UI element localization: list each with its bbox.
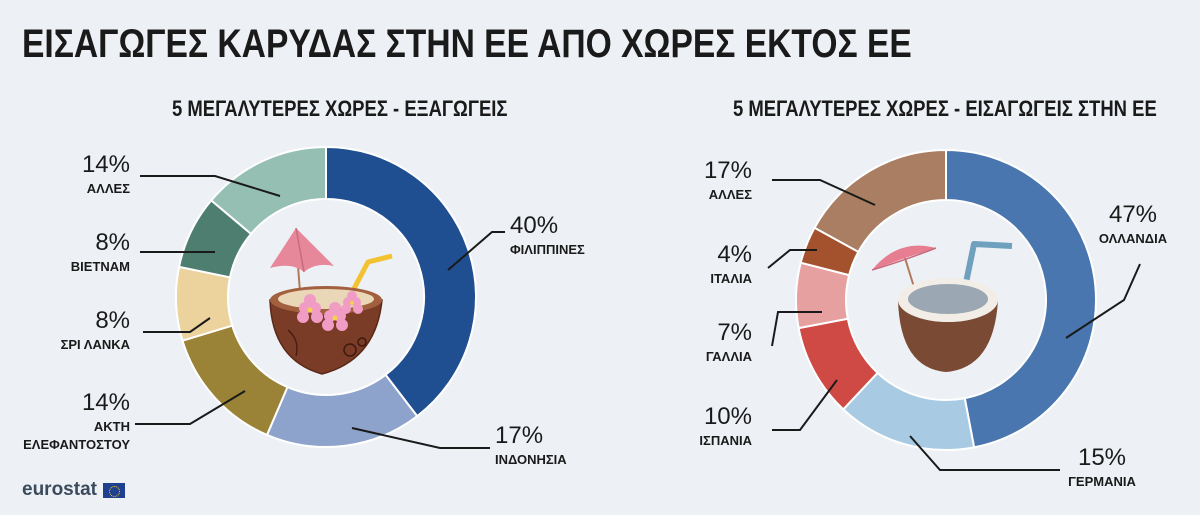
- pct-label-exports-σρι-λανκα: 8%: [95, 307, 130, 334]
- category-label-exports-ακτη-ελεφαντοστου: ΑΚΤΗ: [94, 419, 130, 434]
- category-label-imports-ισπανια: ΙΣΠΑΝΙΑ: [699, 433, 752, 448]
- donut-chart-exports: [175, 145, 477, 448]
- pct-label-exports-ινδονησια: 17%: [495, 422, 543, 449]
- category-label-imports-ιταλια: ΙΤΑΛΙΑ: [710, 271, 752, 286]
- page-title: ΕΙΣΑΓΩΓΕΣ ΚΑΡΥΔΑΣ ΣΤΗΝ ΕΕ ΑΠΟ ΧΩΡΕΣ ΕΚΤΟ…: [22, 22, 912, 66]
- category-label-imports-αλλες: ΑΛΛΕΣ: [709, 187, 752, 202]
- pct-label-exports-αλλες: 14%: [82, 151, 130, 178]
- footer: eurostat: [22, 479, 125, 501]
- coconut-drink-with-umbrella-icon: [871, 241, 1013, 372]
- category-label-imports-γαλλια: ΓΑΛΛΙΑ: [706, 349, 753, 364]
- leader-line-exports-ινδονησια: [351, 427, 490, 449]
- leader-line-exports-αλλες: [140, 175, 281, 197]
- pct-label-imports-γερμανια: 15%: [1078, 444, 1126, 471]
- category-label-exports-ινδονησια: ΙΝΔΟΝΗΣΙΑ: [495, 452, 567, 467]
- pct-label-exports-φιλιππινες: 40%: [510, 212, 558, 239]
- leader-line-imports-ολλανδια: [1065, 263, 1141, 339]
- leader-line-exports-ακτη-ελεφαντοστου: [135, 390, 246, 425]
- labels-exports: 40% ΦΙΛΙΠΠΙΝΕΣ 17% ΙΝΔΟΝΗΣΙΑ 14% ΑΚΤΗ ΕΛΕΦΑΝΤΟ…: [23, 151, 585, 467]
- category-label-imports-γερμανια: ΓΕΡΜΑΝΙΑ: [1068, 474, 1136, 489]
- slice-exports-αλλες: [209, 145, 327, 236]
- slice-imports-ολλανδια: [945, 148, 1097, 449]
- category-label-exports-σρι-λανκα: ΣΡΙ ΛΑΝΚΑ: [61, 337, 131, 352]
- leader-line-imports-γαλλια: [771, 311, 822, 347]
- slice-exports-ινδονησια: [265, 373, 419, 448]
- pct-label-imports-αλλες: 17%: [704, 157, 752, 184]
- leader-line-exports-φιλιππινες: [447, 231, 505, 271]
- leader-line-exports-σρι-λανκα: [143, 317, 211, 333]
- donut-chart-imports: [795, 148, 1097, 451]
- eurostat-logo: eurostat: [22, 479, 97, 500]
- leader-line-imports-ιταλια: [767, 249, 817, 269]
- pct-label-exports-βιετναμ: 8%: [95, 229, 130, 256]
- leader-line-imports-αλλες: [772, 179, 876, 206]
- category-label-imports-ολλανδια: ΟΛΛΑΝΔΙΑ: [1099, 231, 1168, 246]
- pct-label-imports-ιταλια: 4%: [717, 241, 752, 268]
- category-label-exports-βιετναμ: ΒΙΕΤΝΑΜ: [71, 259, 130, 274]
- coconut-drink-with-flowers-icon: [269, 227, 393, 375]
- pct-label-imports-γαλλια: 7%: [717, 319, 752, 346]
- chart-title-exports: 5 ΜΕΓΑΛΥΤΕΡΕΣ ΧΩΡΕΣ - ΕΞΑΓΩΓΕΙΣ: [172, 96, 508, 121]
- eu-flag-icon: [102, 482, 125, 498]
- pct-label-imports-ισπανια: 10%: [704, 403, 752, 430]
- leader-line-imports-γερμανια: [909, 435, 1060, 471]
- pct-label-imports-ολλανδια: 47%: [1109, 201, 1157, 228]
- labels-imports: 47% ΟΛΛΑΝΔΙΑ 15% ΓΕΡΜΑΝΙΑ 10% ΙΣΠΑΝΙΑ 7% ΓΑΛΛΙΑ…: [699, 157, 1167, 489]
- category-label-exports-ακτη-ελεφαντοστου: ΕΛΕΦΑΝΤΟΣΤΟΥ: [23, 437, 130, 452]
- category-label-exports-αλλες: ΑΛΛΕΣ: [87, 181, 130, 196]
- chart-title-imports: 5 ΜΕΓΑΛΥΤΕΡΕΣ ΧΩΡΕΣ - ΕΙΣΑΓΩΓΕΙΣ ΣΤΗΝ ΕΕ: [733, 96, 1157, 121]
- leader-line-imports-ισπανια: [772, 379, 838, 431]
- pct-label-exports-ακτη-ελεφαντοστου: 14%: [82, 389, 130, 416]
- slice-imports-αλλες: [813, 148, 947, 254]
- slice-exports-φιλιππινες: [325, 145, 477, 418]
- category-label-exports-φιλιππινες: ΦΙΛΙΠΠΙΝΕΣ: [510, 242, 585, 257]
